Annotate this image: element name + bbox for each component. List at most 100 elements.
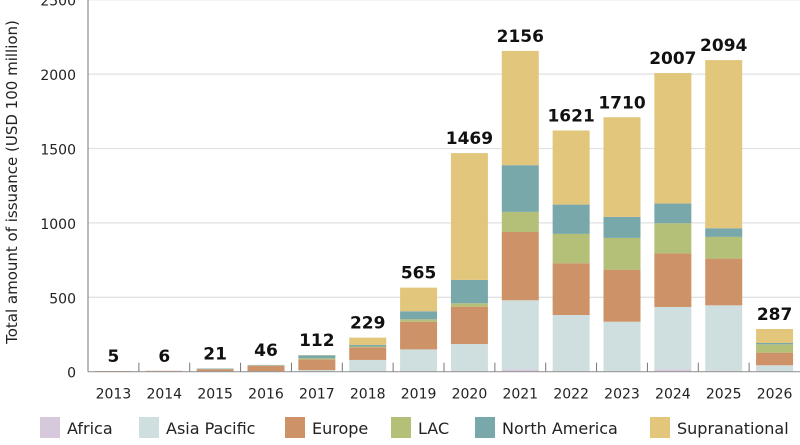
- x-tick-label: 2024: [655, 387, 691, 403]
- bar-segment-lac: [604, 238, 641, 270]
- bar-segment-europe: [248, 366, 285, 372]
- bar-segment-north-america: [400, 311, 437, 319]
- bar-segment-north-america: [705, 228, 742, 237]
- y-tick-label: 500: [49, 291, 76, 307]
- bar-segment-asia-pacific: [400, 349, 437, 371]
- bar-segment-europe: [502, 232, 539, 300]
- y-tick-label: 2500: [40, 0, 76, 10]
- legend-swatch: [391, 417, 411, 438]
- x-tick-label: 2013: [96, 387, 132, 403]
- bar-segment-europe: [553, 263, 590, 315]
- legend-swatch: [475, 417, 495, 438]
- bar-segment-europe: [604, 270, 641, 322]
- bar-segment-north-america: [197, 369, 234, 370]
- gridlines: [88, 0, 800, 297]
- bar-segment-supranational: [502, 51, 539, 165]
- x-tick-label: 2026: [757, 387, 793, 403]
- total-label: 5: [108, 347, 120, 367]
- bar-segment-asia-pacific: [756, 365, 793, 371]
- x-tick-label: 2023: [604, 387, 640, 403]
- bar-segment-north-america: [349, 345, 386, 347]
- legend-label: Supranational: [677, 419, 789, 438]
- bar-segment-north-america: [756, 343, 793, 344]
- bar-segment-supranational: [604, 117, 641, 217]
- total-label: 46: [254, 341, 278, 361]
- total-label: 6: [158, 347, 170, 367]
- y-tick-label: 0: [67, 366, 76, 382]
- x-tick-label: 2017: [299, 387, 335, 403]
- bar-segment-lac: [654, 223, 691, 253]
- bar-segment-europe: [705, 259, 742, 306]
- bar-segment-asia-pacific: [349, 360, 386, 372]
- bar-segment-supranational: [400, 288, 437, 312]
- bar-segment-north-america: [451, 280, 488, 303]
- bar-segment-supranational: [705, 60, 742, 228]
- bar-segment-north-america: [298, 355, 335, 358]
- legend-swatch: [285, 417, 305, 438]
- bar-segment-asia-pacific: [604, 322, 641, 372]
- bar-segment-asia-pacific: [502, 300, 539, 369]
- legend-label: Europe: [312, 419, 368, 438]
- total-label: 1469: [446, 129, 493, 149]
- bar-segment-north-america: [604, 217, 641, 238]
- x-tick-label: 2018: [350, 387, 386, 403]
- x-tick-label: 2014: [146, 387, 182, 403]
- total-label: 229: [350, 314, 386, 334]
- bar-segment-north-america: [654, 204, 691, 224]
- total-label: 1710: [598, 93, 645, 113]
- x-tick-label: 2022: [553, 387, 589, 403]
- legend-label: North America: [502, 419, 618, 438]
- bar-segment-supranational: [349, 338, 386, 345]
- bar-segment-supranational: [451, 153, 488, 280]
- bar-segment-north-america: [553, 205, 590, 234]
- bar-segment-lac: [349, 347, 386, 348]
- bar-segment-europe: [349, 347, 386, 360]
- bar-segment-europe: [400, 322, 437, 350]
- bar-segment-north-america: [502, 165, 539, 212]
- x-tick-label: 2020: [452, 387, 488, 403]
- bar-segment-europe: [298, 359, 335, 370]
- bar-segment-lac: [298, 358, 335, 359]
- total-label: 2094: [700, 36, 747, 56]
- legend-swatch: [650, 417, 670, 438]
- legend-label: LAC: [418, 419, 449, 438]
- bar-segment-lac: [705, 237, 742, 259]
- x-tick-label: 2025: [706, 387, 742, 403]
- bar-segment-asia-pacific: [451, 344, 488, 372]
- bar-segment-supranational: [756, 329, 793, 343]
- bar-segment-asia-pacific: [654, 307, 691, 369]
- bar-segment-lac: [451, 303, 488, 306]
- bar-segment-lac: [400, 319, 437, 321]
- bar-segment-asia-pacific: [553, 315, 590, 372]
- legend-swatch: [139, 417, 159, 438]
- x-tick-label: 2015: [197, 387, 233, 403]
- legend-label: Asia Pacific: [166, 419, 255, 438]
- bar-segment-lac: [756, 344, 793, 352]
- bar-segment-supranational: [654, 73, 691, 203]
- bar-segment-europe: [756, 353, 793, 366]
- bar-segment-north-america: [248, 365, 285, 366]
- total-label: 1621: [547, 106, 594, 126]
- x-tick-label: 2021: [502, 387, 538, 403]
- bar-segment-europe: [451, 307, 488, 344]
- total-label: 112: [299, 331, 335, 351]
- legend-swatch: [40, 417, 60, 438]
- y-axis-label: Total amount of issuance (USD 100 millio…: [3, 20, 21, 345]
- x-tick-label: 2016: [248, 387, 284, 403]
- total-label: 2007: [649, 49, 696, 69]
- y-tick-label: 1500: [40, 143, 76, 159]
- bar-segment-europe: [654, 254, 691, 307]
- total-label: 2156: [497, 27, 544, 47]
- total-label: 287: [757, 305, 793, 325]
- total-label: 565: [401, 264, 437, 284]
- y-tick-label: 1000: [40, 217, 76, 233]
- y-tick-label: 2000: [40, 68, 76, 84]
- bar-segment-asia-pacific: [705, 305, 742, 370]
- total-label: 21: [203, 345, 227, 365]
- x-tick-label: 2019: [401, 387, 437, 403]
- bar-segment-lac: [553, 234, 590, 263]
- bar-segment-supranational: [553, 130, 590, 204]
